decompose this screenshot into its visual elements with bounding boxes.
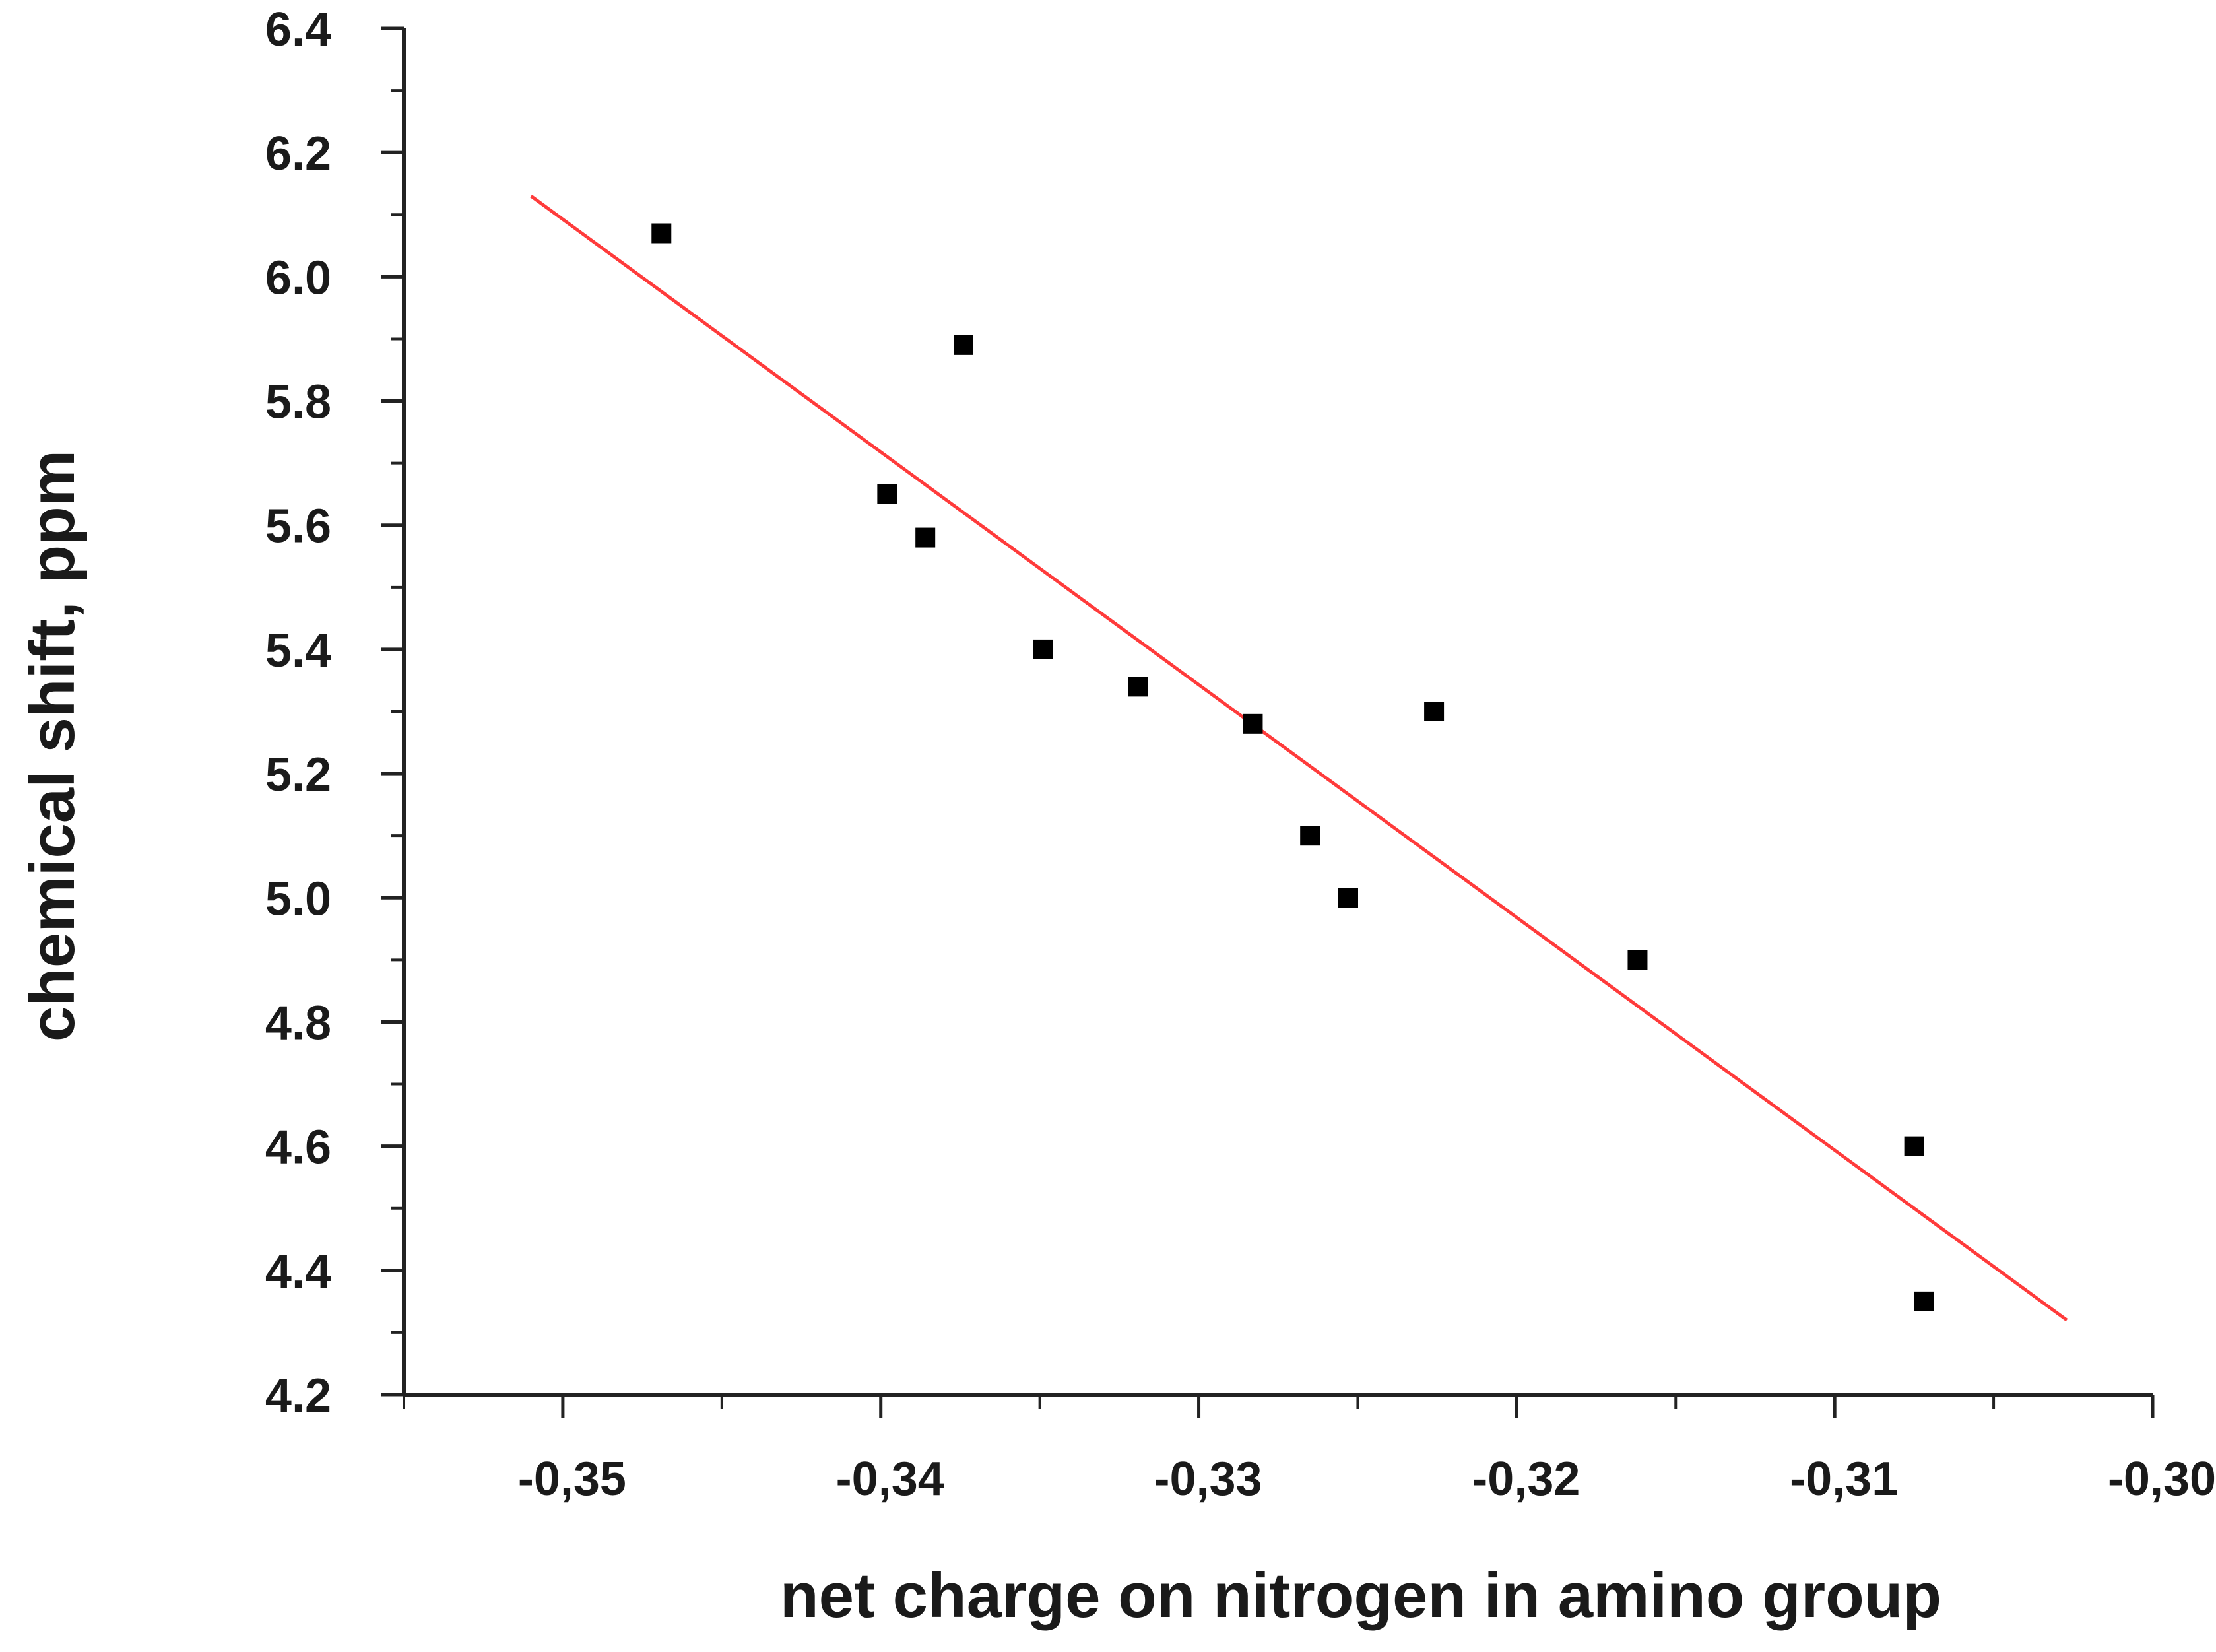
- x-tick-label: -0,32: [1472, 1453, 1580, 1505]
- x-tick-label: -0,30: [2108, 1453, 2216, 1505]
- y-tick-label: 5.0: [265, 873, 331, 925]
- y-tick-label: 5.4: [265, 624, 331, 677]
- data-point: [1424, 702, 1445, 721]
- data-point: [954, 335, 973, 355]
- fit-line: [530, 195, 2068, 1322]
- y-tick-label: 5.2: [265, 748, 331, 801]
- fit-line-group: [530, 195, 2068, 1322]
- data-point: [915, 527, 936, 548]
- data-point: [1914, 1291, 1934, 1311]
- data-point: [877, 484, 897, 504]
- y-tick-label: 4.8: [265, 997, 331, 1049]
- x-axis-title: net charge on nitrogen in amino group: [780, 1560, 1941, 1631]
- y-tick-label: 6.0: [265, 251, 331, 304]
- y-tick-label: 5.6: [265, 500, 331, 553]
- y-tick-label: 4.6: [265, 1121, 331, 1174]
- data-points: [651, 223, 1934, 1311]
- data-point: [1243, 713, 1263, 734]
- y-tick-label: 6.4: [265, 3, 331, 56]
- data-point: [1904, 1136, 1924, 1156]
- y-tick-label: 6.2: [265, 127, 331, 180]
- data-point: [651, 223, 672, 244]
- y-axis-title: chemical shift, ppm: [17, 450, 88, 1041]
- x-tick-label: -0,33: [1154, 1453, 1262, 1505]
- y-tick-label: 4.2: [265, 1370, 331, 1422]
- y-tick-label: 4.4: [265, 1245, 331, 1298]
- data-point: [1033, 639, 1053, 659]
- y-tick-label: 5.8: [265, 376, 331, 429]
- data-point: [1338, 888, 1358, 908]
- x-tick-label: -0,31: [1790, 1453, 1898, 1505]
- data-point: [1300, 826, 1320, 846]
- x-tick-label: -0,34: [836, 1453, 944, 1505]
- data-point: [1128, 677, 1148, 697]
- axes: 4.2 4.4 4.6 4.8 5.0 5.2 5.4 5.6 5.8 6.0 6.2 6.4 -0,3…: [265, 3, 2216, 1505]
- data-point: [1627, 950, 1648, 970]
- x-tick-label: -0,35: [518, 1453, 626, 1505]
